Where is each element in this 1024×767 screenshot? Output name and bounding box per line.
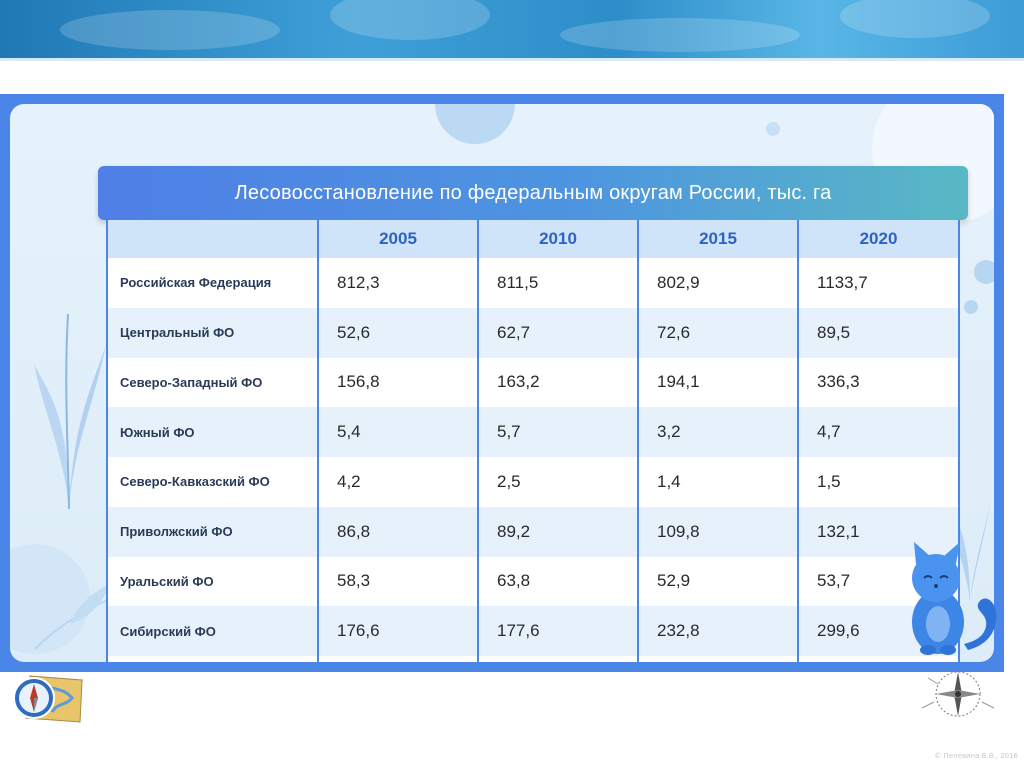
copyright-text: © Пелевина В.В., 2016 xyxy=(934,752,1018,760)
compass-rose-icon xyxy=(921,671,995,717)
value-cell: 336,3 xyxy=(798,357,958,408)
value-cell: 812,3 xyxy=(318,258,479,308)
value-cell: 156,8 xyxy=(318,357,479,408)
reforestation-table: 2005 2010 2015 2020 Российская Федерация… xyxy=(108,220,958,662)
value-cell: 271,5 xyxy=(318,656,479,662)
decor-bubble xyxy=(974,260,994,284)
value-cell: 5,7 xyxy=(478,407,639,458)
row-label: Российская Федерация xyxy=(108,258,319,308)
table-title: Лесовосстановление по федеральным округа… xyxy=(234,181,832,204)
slide-frame: Лесовосстановление по федеральным округа… xyxy=(0,94,1004,672)
row-label: Сибирский ФО xyxy=(108,606,319,657)
value-cell: 52,6 xyxy=(318,307,479,358)
value-cell: 1133,7 xyxy=(798,258,958,308)
table-row: Уральский ФО 58,3 63,8 52,9 53,7 xyxy=(108,556,958,607)
value-cell: 163,2 xyxy=(478,357,639,408)
slide-content: Лесовосстановление по федеральным округа… xyxy=(10,104,994,662)
value-cell: 63,8 xyxy=(478,556,639,607)
table-row: Сибирский ФО 176,6 177,6 232,8 299,6 xyxy=(108,606,958,657)
value-cell: 72,6 xyxy=(638,307,799,358)
value-cell: 811,5 xyxy=(478,258,639,308)
value-cell: 89,2 xyxy=(478,506,639,557)
value-cell: 52,9 xyxy=(638,556,799,607)
value-cell: 1,5 xyxy=(798,457,958,507)
table-row: Северо-Кавказский ФО 4,2 2,5 1,4 1,5 xyxy=(108,457,958,507)
table-row: Российская Федерация 812,3 811,5 802,9 1133,… xyxy=(108,258,958,308)
value-cell: 132,1 xyxy=(798,506,958,557)
value-cell: 4,7 xyxy=(798,407,958,458)
row-label: Центральный ФО xyxy=(108,307,319,358)
value-cell: 194,1 xyxy=(638,357,799,408)
value-cell: 802,9 xyxy=(638,258,799,308)
value-cell: 86,8 xyxy=(318,506,479,557)
top-banner xyxy=(0,0,1024,58)
column-header: 2020 xyxy=(798,220,958,258)
decor-bubble xyxy=(766,122,780,136)
column-header: 2010 xyxy=(478,220,639,258)
value-cell: 109,8 xyxy=(638,506,799,557)
value-cell: 176,6 xyxy=(318,606,479,657)
row-label: Северо-Западный ФО xyxy=(108,357,319,408)
value-cell: 177,6 xyxy=(478,606,639,657)
table-row: Дальневосточный ФО271,5246,8136,2216,4 xyxy=(108,656,958,662)
value-cell: 136,2 xyxy=(638,656,799,662)
row-label: Приволжский ФО xyxy=(108,506,319,557)
value-cell: 5,4 xyxy=(318,407,479,458)
row-label: Уральский ФО xyxy=(108,556,319,607)
value-cell: 2,5 xyxy=(478,457,639,507)
value-cell: 232,8 xyxy=(638,606,799,657)
row-label: Северо-Кавказский ФО xyxy=(108,457,319,507)
table-header-row: 2005 2010 2015 2020 xyxy=(108,220,958,258)
row-label: Дальневосточный ФО xyxy=(108,656,319,662)
cat-mascot-icon xyxy=(912,542,997,655)
table-row: Приволжский ФО 86,8 89,2 109,8 132,1 xyxy=(108,506,958,557)
table-row: Центральный ФО 52,6 62,7 72,6 89,5 xyxy=(108,307,958,358)
column-header: 2015 xyxy=(638,220,799,258)
data-table-container: 2005 2010 2015 2020 Российская Федерация… xyxy=(106,220,960,662)
table-title-bar: Лесовосстановление по федеральным округа… xyxy=(98,166,968,220)
decor-bubble xyxy=(964,300,978,314)
banner-divider xyxy=(0,58,1024,61)
value-cell: 58,3 xyxy=(318,556,479,607)
value-cell: 246,8 xyxy=(478,656,639,662)
value-cell: 3,2 xyxy=(638,407,799,458)
column-header: 2005 xyxy=(318,220,479,258)
value-cell: 216,4 xyxy=(798,656,958,662)
value-cell: 4,2 xyxy=(318,457,479,507)
table-row: Южный ФО 5,4 5,7 3,2 4,7 xyxy=(108,407,958,458)
row-label: Южный ФО xyxy=(108,407,319,458)
leaf-decoration-icon xyxy=(34,313,106,510)
value-cell: 89,5 xyxy=(798,307,958,358)
value-cell: 1,4 xyxy=(638,457,799,507)
header-corner-cell xyxy=(108,220,319,258)
value-cell: 62,7 xyxy=(478,307,639,358)
table-row: Северо-Западный ФО 156,8 163,2 194,1 336,3 xyxy=(108,357,958,408)
decor-bubble xyxy=(435,104,515,144)
map-compass-icon xyxy=(13,675,83,723)
